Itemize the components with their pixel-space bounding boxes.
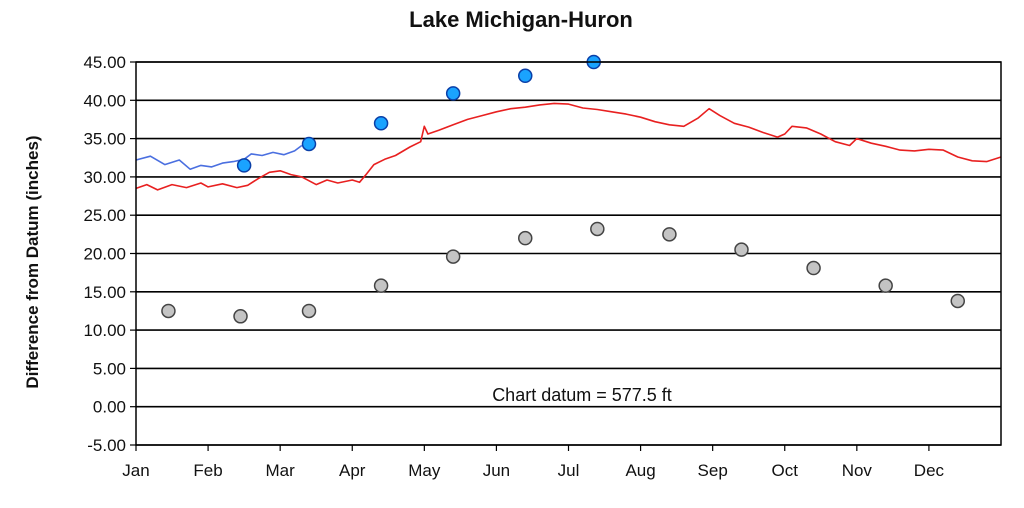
gray-data-point bbox=[590, 221, 605, 237]
gray-data-point bbox=[806, 260, 821, 276]
y-tick-label: 35.00 bbox=[83, 130, 126, 149]
gray-data-point bbox=[301, 303, 317, 319]
gray-data-point bbox=[518, 230, 533, 246]
y-tick-label: 30.00 bbox=[83, 168, 126, 187]
x-tick-label: Sep bbox=[698, 461, 728, 480]
y-tick-labels: 45.00 40.00 35.00 30.00 25.00 20.00 15.00 10.00… bbox=[83, 53, 126, 455]
y-axis-label: Difference from Datum (inches) bbox=[23, 135, 42, 388]
blue-data-point bbox=[445, 86, 461, 101]
gray-data-point bbox=[373, 278, 389, 293]
gray-data-point bbox=[878, 278, 893, 293]
y-tick-label: 40.00 bbox=[83, 91, 126, 110]
y-tick-label: 0.00 bbox=[93, 398, 126, 417]
chart-title: Lake Michigan-Huron bbox=[409, 7, 633, 32]
gray-data-point bbox=[950, 293, 965, 309]
blue-data-point bbox=[518, 68, 533, 84]
x-tick-label: Feb bbox=[193, 461, 222, 480]
x-tick-label: Dec bbox=[914, 461, 945, 480]
gray-data-point bbox=[662, 227, 677, 242]
x-tick-labels: Jan Feb Mar Apr May Jun Jul Aug Sep Oct Nov Dec bbox=[122, 461, 944, 480]
chart-datum-annotation: Chart datum = 577.5 ft bbox=[492, 385, 672, 405]
gray-data-point bbox=[445, 249, 461, 264]
x-tick-label: Apr bbox=[339, 461, 366, 480]
y-tick-label: -5.00 bbox=[87, 436, 126, 455]
x-tick-label: Oct bbox=[772, 461, 799, 480]
y-tick-label: 5.00 bbox=[93, 359, 126, 378]
y-tick-label: 25.00 bbox=[83, 206, 126, 225]
y-tick-label: 45.00 bbox=[83, 53, 126, 72]
gray-data-point bbox=[161, 303, 176, 319]
x-tick-label: May bbox=[408, 461, 441, 480]
blue-data-point bbox=[373, 116, 389, 131]
x-tick-label: Nov bbox=[842, 461, 873, 480]
series-group bbox=[135, 54, 1002, 324]
y-tick-label: 10.00 bbox=[83, 321, 126, 340]
gray-data-point bbox=[233, 309, 248, 324]
x-tick-label: Jun bbox=[483, 461, 510, 480]
gray-data-point bbox=[734, 242, 749, 257]
x-tick-label: Aug bbox=[625, 461, 655, 480]
blue-data-point bbox=[236, 158, 252, 173]
plot-frame bbox=[135, 61, 1002, 446]
x-tick-label: Mar bbox=[266, 461, 296, 480]
x-tick-label: Jan bbox=[122, 461, 149, 480]
blue-series-line bbox=[135, 144, 303, 170]
y-tick-label: 20.00 bbox=[83, 245, 126, 264]
x-tick-label: Jul bbox=[558, 461, 580, 480]
blue-data-point bbox=[301, 136, 317, 152]
y-tick-label: 15.00 bbox=[83, 283, 126, 302]
red-series-line bbox=[135, 102, 1002, 191]
